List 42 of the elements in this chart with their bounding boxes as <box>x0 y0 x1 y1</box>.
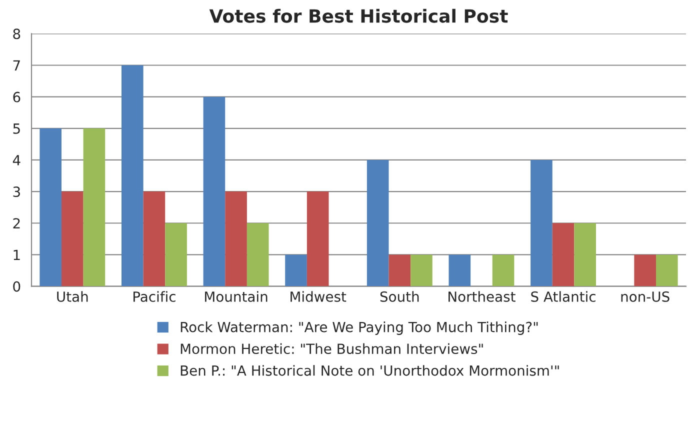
x-tick-label: Mountain <box>205 291 268 302</box>
bar <box>203 96 226 286</box>
bar <box>574 223 596 286</box>
y-tick-label: 3 <box>13 186 20 198</box>
bar <box>121 65 144 286</box>
bar <box>246 223 269 286</box>
bar <box>285 254 307 286</box>
bar <box>40 128 62 286</box>
x-tick-label: Northeast <box>448 291 516 302</box>
bar <box>634 254 656 286</box>
legend-label: Mormon Heretic: "The Bushman Interviews" <box>180 343 483 354</box>
bar <box>62 192 84 286</box>
y-tick-label: 7 <box>13 60 20 71</box>
bar <box>552 223 574 286</box>
bar <box>306 192 329 286</box>
bar <box>143 192 166 286</box>
y-tick-label: 8 <box>13 28 20 40</box>
legend-label: Rock Waterman: "Are We Paying Too Much Tithing?" <box>180 322 538 335</box>
bar <box>388 254 411 286</box>
y-tick-label: 1 <box>14 250 20 260</box>
x-tick-label: Midwest <box>290 291 346 302</box>
y-tick-label: 6 <box>13 92 20 102</box>
bar <box>225 192 247 286</box>
bar <box>165 223 187 286</box>
x-tick-label: non-US <box>621 291 670 302</box>
x-tick-label: S Atlantic <box>531 291 596 302</box>
bar <box>530 160 552 286</box>
bar <box>492 254 514 286</box>
bar <box>410 254 432 286</box>
bar <box>448 254 471 286</box>
y-tick-label: 4 <box>12 155 20 166</box>
bar <box>656 254 678 286</box>
bar <box>366 160 389 286</box>
bar <box>83 128 106 286</box>
x-tick-label: South <box>380 291 419 302</box>
legend-label: Ben P.: "A Historical Note on 'Unorthodox Mormonism'" <box>180 365 559 376</box>
y-tick-label: 0 <box>13 281 20 292</box>
x-tick-label: Pacific <box>134 291 176 302</box>
x-tick-label: Utah <box>57 291 88 302</box>
chart-title: Votes for Best Historical Post <box>209 8 508 23</box>
y-tick-label: 5 <box>13 124 20 134</box>
y-tick-label: 2 <box>13 218 20 228</box>
